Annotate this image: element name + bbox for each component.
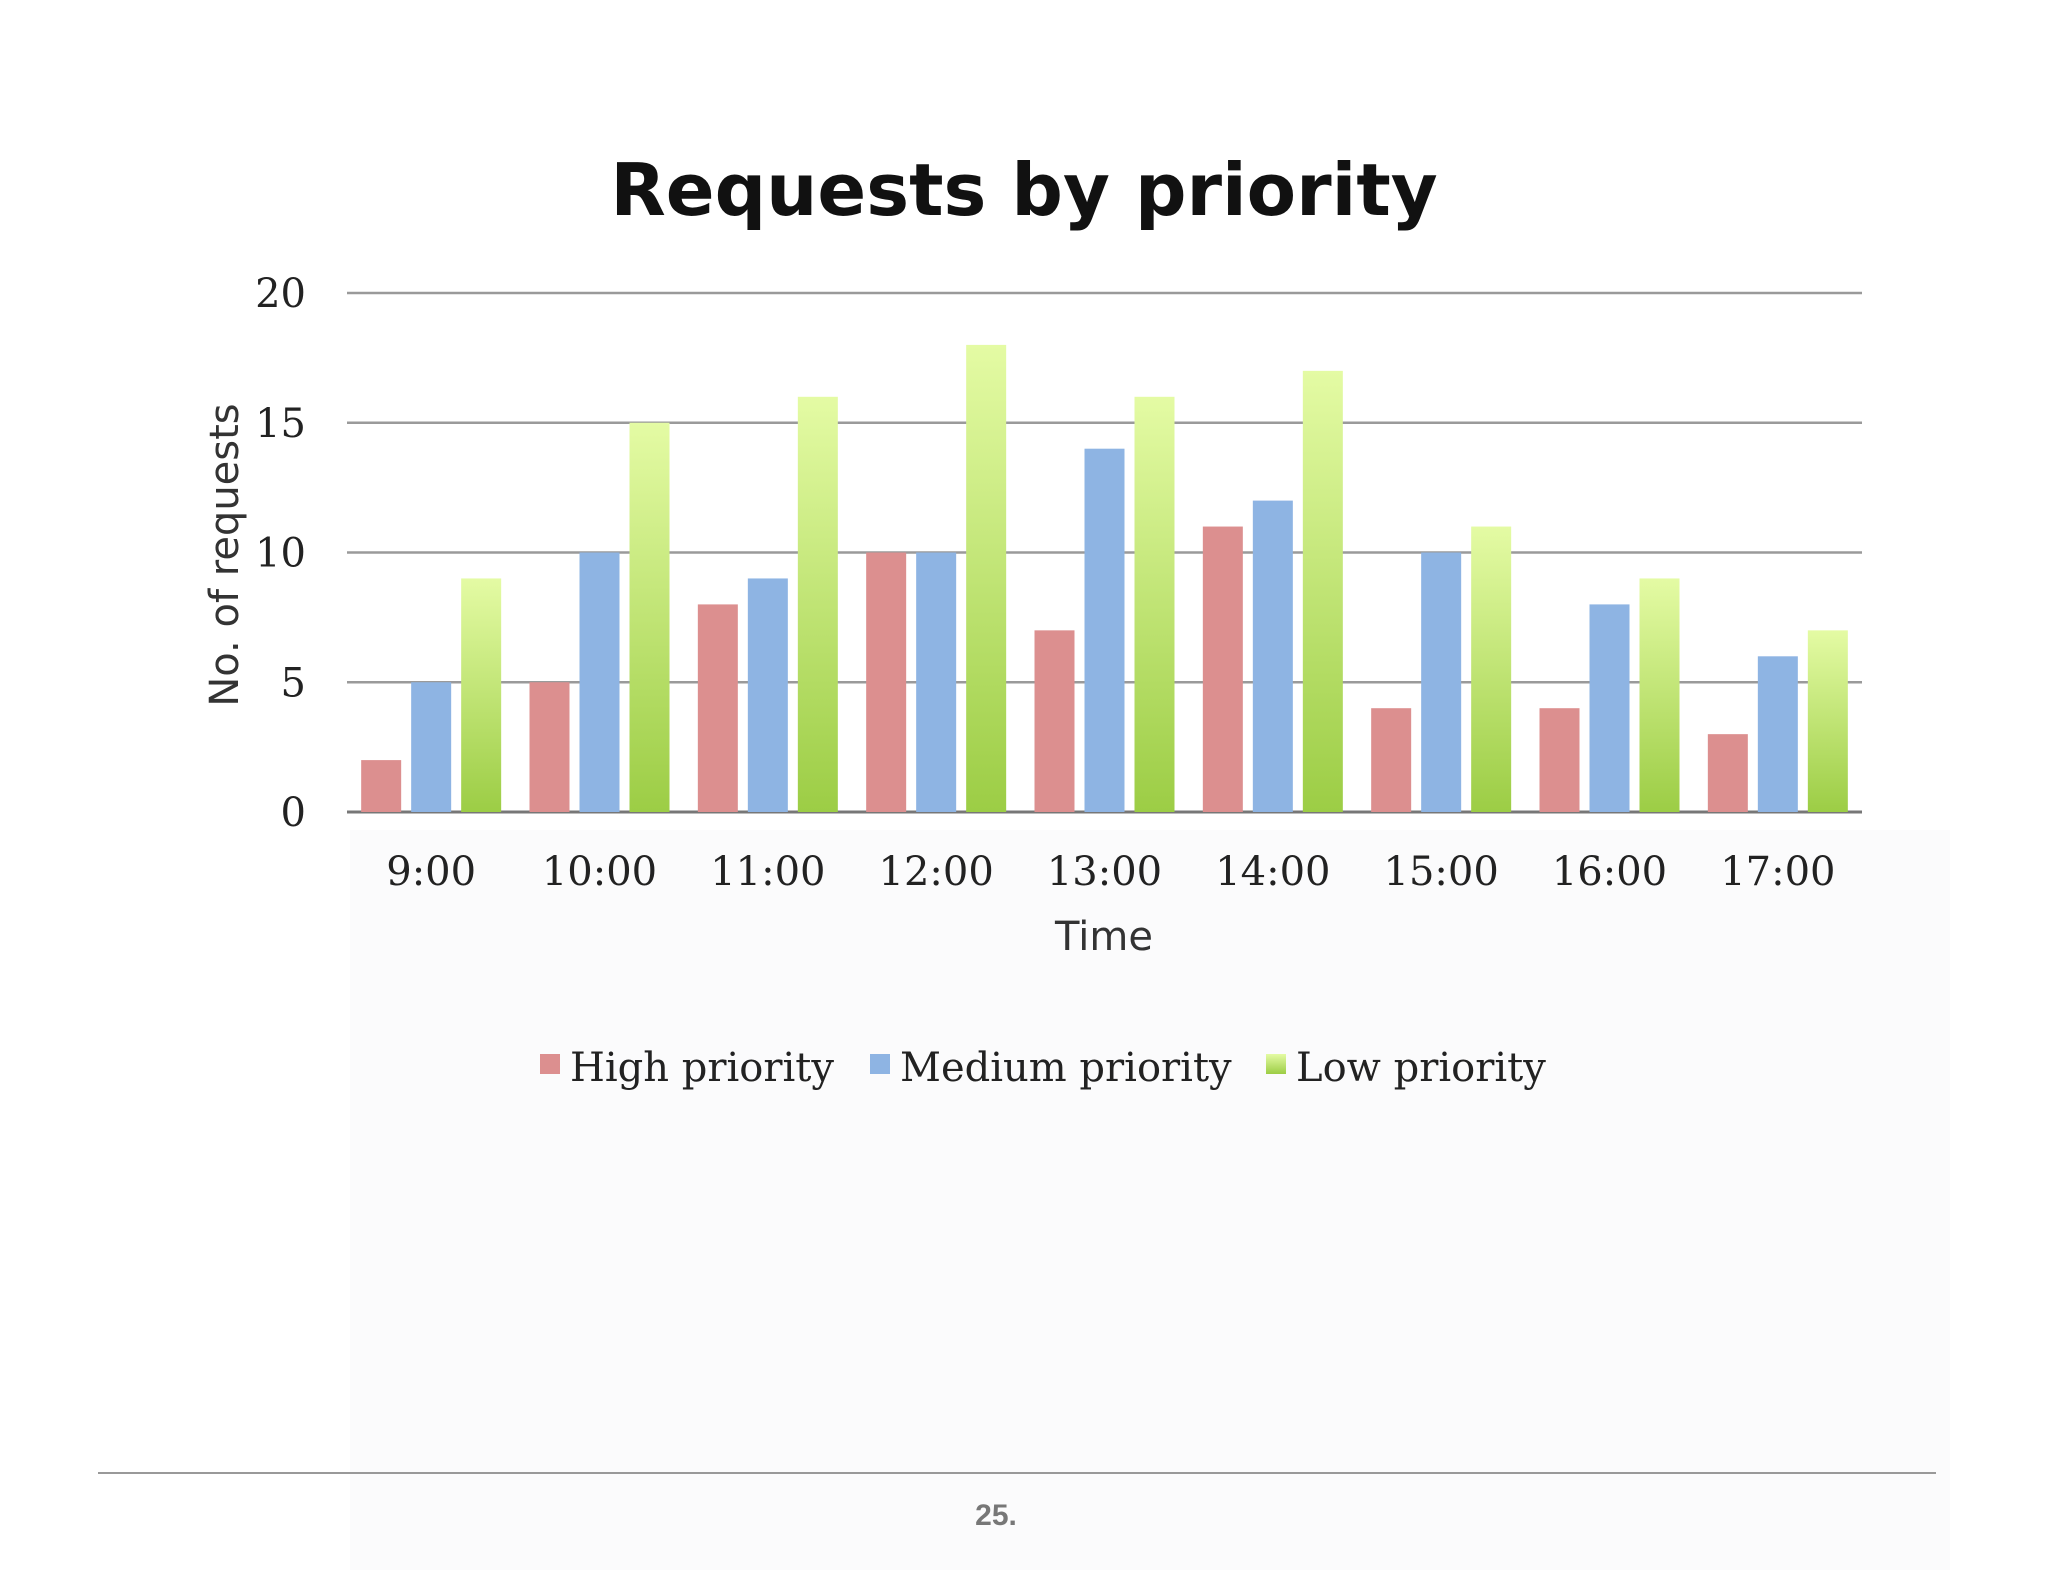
bar-low-priority bbox=[1471, 526, 1512, 812]
bar-medium-priority bbox=[747, 578, 788, 812]
y-tick-label: 20 bbox=[255, 271, 306, 317]
legend-swatch bbox=[1266, 1054, 1286, 1074]
x-tick-label: 12:00 bbox=[879, 849, 994, 895]
bar-medium-priority bbox=[1084, 448, 1125, 812]
bar-medium-priority bbox=[1589, 604, 1630, 812]
bar-low-priority bbox=[797, 396, 838, 812]
x-tick-label: 9:00 bbox=[386, 849, 476, 895]
bar-medium-priority bbox=[1757, 656, 1798, 812]
bars bbox=[361, 344, 1848, 812]
chart-title: Requests by priority bbox=[610, 148, 1437, 232]
x-tick-label: 14:00 bbox=[1215, 849, 1330, 895]
y-axis-label: No. of requests bbox=[202, 403, 248, 706]
x-tick-label: 11:00 bbox=[710, 849, 825, 895]
legend-label: Low priority bbox=[1296, 1045, 1546, 1091]
legend: High priority Medium priority Low priority bbox=[540, 1045, 1546, 1091]
bar-high-priority bbox=[1539, 708, 1580, 812]
bar-high-priority bbox=[1202, 526, 1243, 812]
x-tick-label: 16:00 bbox=[1552, 849, 1667, 895]
bar-high-priority bbox=[1707, 734, 1748, 812]
page-number: 25. bbox=[975, 1499, 1017, 1532]
x-tick-label: 15:00 bbox=[1384, 849, 1499, 895]
x-tick-label: 17:00 bbox=[1720, 849, 1835, 895]
y-tick-label: 15 bbox=[255, 401, 306, 447]
bar-low-priority bbox=[1134, 396, 1175, 812]
bar-medium-priority bbox=[1252, 500, 1293, 812]
x-tick-label: 13:00 bbox=[1047, 849, 1162, 895]
y-tick-label: 10 bbox=[255, 531, 306, 577]
bar-low-priority bbox=[1807, 630, 1848, 812]
x-axis-label: Time bbox=[1054, 914, 1153, 960]
bar-medium-priority bbox=[916, 552, 957, 812]
legend-swatch bbox=[540, 1054, 560, 1074]
bar-medium-priority bbox=[1421, 552, 1462, 812]
slide-shade bbox=[350, 830, 1950, 1570]
x-tick-label: 10:00 bbox=[542, 849, 657, 895]
legend-swatch bbox=[870, 1054, 890, 1074]
bar-medium-priority bbox=[579, 552, 620, 812]
bar-high-priority bbox=[866, 552, 907, 812]
bar-high-priority bbox=[529, 682, 570, 812]
legend-label: High priority bbox=[570, 1045, 834, 1091]
bar-low-priority bbox=[1639, 578, 1680, 812]
bar-high-priority bbox=[361, 760, 402, 812]
bar-low-priority bbox=[629, 422, 670, 812]
legend-label: Medium priority bbox=[900, 1045, 1232, 1091]
y-tick-label: 0 bbox=[281, 790, 306, 836]
bar-low-priority bbox=[1302, 370, 1343, 812]
y-tick-label: 5 bbox=[281, 660, 306, 706]
bar-high-priority bbox=[697, 604, 738, 812]
bar-medium-priority bbox=[411, 682, 452, 812]
bar-high-priority bbox=[1034, 630, 1075, 812]
tick-labels: 0 5 10 15 20 9:00 10:00 11:00 12:00 13:00 14:00 15:… bbox=[255, 271, 1835, 895]
bar-low-priority bbox=[966, 344, 1007, 812]
bar-high-priority bbox=[1371, 708, 1412, 812]
bar-low-priority bbox=[461, 578, 502, 812]
